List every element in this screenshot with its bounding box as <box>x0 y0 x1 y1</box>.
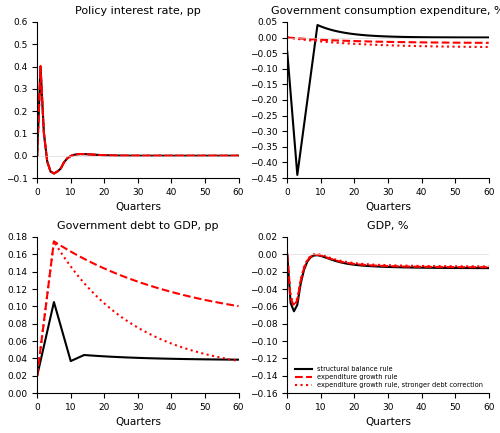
X-axis label: Quarters: Quarters <box>365 202 411 212</box>
Legend: structural balance rule, expenditure growth rule, expenditure growth rule, stron: structural balance rule, expenditure gro… <box>294 364 486 390</box>
X-axis label: Quarters: Quarters <box>365 417 411 427</box>
Title: Government consumption expenditure, %: Government consumption expenditure, % <box>271 6 500 16</box>
Title: Government debt to GDP, pp: Government debt to GDP, pp <box>57 221 218 231</box>
Title: GDP, %: GDP, % <box>367 221 408 231</box>
X-axis label: Quarters: Quarters <box>115 202 161 212</box>
X-axis label: Quarters: Quarters <box>115 417 161 427</box>
Title: Policy interest rate, pp: Policy interest rate, pp <box>75 6 201 16</box>
